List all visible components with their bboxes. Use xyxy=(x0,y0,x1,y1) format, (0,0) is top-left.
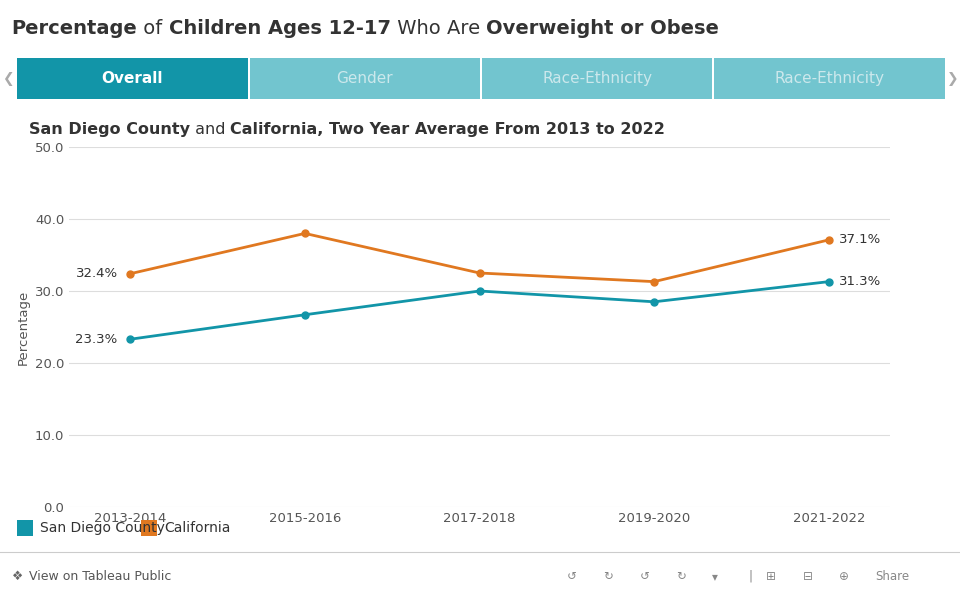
Text: San Diego County: San Diego County xyxy=(29,122,190,137)
Bar xyxy=(17,520,34,536)
Text: ❖: ❖ xyxy=(12,570,23,583)
Text: ⊞: ⊞ xyxy=(766,570,776,583)
Text: ⊟: ⊟ xyxy=(803,570,812,583)
Bar xyxy=(141,520,157,536)
Text: Overweight or Obese: Overweight or Obese xyxy=(486,19,719,38)
Text: View on Tableau Public: View on Tableau Public xyxy=(29,570,171,583)
Text: California: California xyxy=(164,521,230,535)
Text: ❯: ❯ xyxy=(947,71,958,86)
Text: Children Ages 12-17: Children Ages 12-17 xyxy=(169,19,391,38)
Text: ↻: ↻ xyxy=(676,570,685,583)
Text: Overall: Overall xyxy=(102,71,163,86)
Bar xyxy=(714,58,945,99)
Text: Who Are: Who Are xyxy=(391,19,486,38)
Text: of: of xyxy=(137,19,169,38)
Bar xyxy=(17,58,248,99)
Text: 23.3%: 23.3% xyxy=(76,333,118,346)
Text: San Diego County: San Diego County xyxy=(40,521,165,535)
Text: 37.1%: 37.1% xyxy=(838,233,880,247)
Text: 31.3%: 31.3% xyxy=(838,275,880,288)
Text: ↻: ↻ xyxy=(603,570,612,583)
Text: ❮: ❮ xyxy=(2,71,13,86)
Text: Share: Share xyxy=(876,570,910,583)
Text: Gender: Gender xyxy=(337,71,393,86)
Text: 32.4%: 32.4% xyxy=(76,267,118,280)
Bar xyxy=(250,58,480,99)
Text: ⊕: ⊕ xyxy=(839,570,849,583)
Text: and: and xyxy=(190,122,230,137)
Text: California, Two Year Average From 2013 to 2022: California, Two Year Average From 2013 t… xyxy=(230,122,665,137)
Text: ↺: ↺ xyxy=(639,570,649,583)
Y-axis label: Percentage: Percentage xyxy=(16,289,30,365)
Text: Race-Ethnicity: Race-Ethnicity xyxy=(775,71,884,86)
Text: Percentage: Percentage xyxy=(12,19,137,38)
Text: ▾: ▾ xyxy=(712,570,718,583)
Text: |: | xyxy=(749,570,753,583)
Text: Race-Ethnicity: Race-Ethnicity xyxy=(542,71,652,86)
Text: ↺: ↺ xyxy=(566,570,576,583)
Bar xyxy=(482,58,712,99)
